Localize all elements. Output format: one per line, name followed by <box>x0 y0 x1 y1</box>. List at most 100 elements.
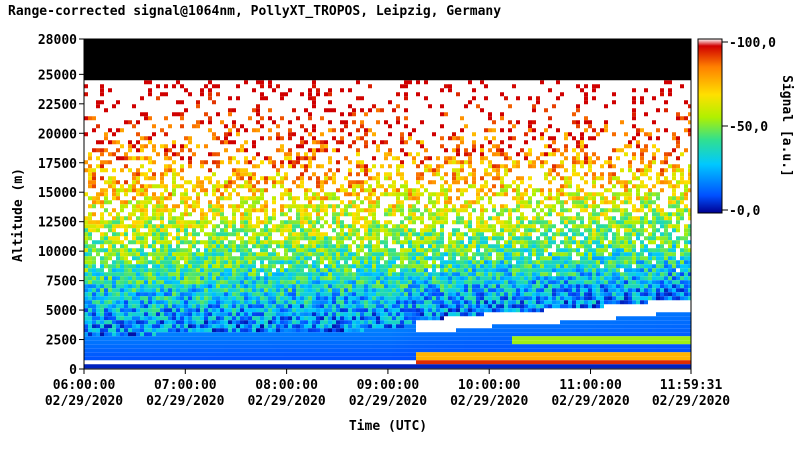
heatmap-cell <box>96 304 100 309</box>
heatmap-cell <box>256 364 260 369</box>
heatmap-cell <box>252 240 256 245</box>
heatmap-cell <box>108 184 112 189</box>
heatmap-cell <box>316 356 320 361</box>
heatmap-cell <box>184 308 188 313</box>
heatmap-cell <box>304 156 308 161</box>
heatmap-cell <box>468 256 472 261</box>
heatmap-cell <box>292 224 296 229</box>
heatmap-cell <box>500 340 504 345</box>
heatmap-cell <box>424 308 428 313</box>
heatmap-cell <box>272 224 276 229</box>
heatmap-cell <box>436 208 440 213</box>
heatmap-cell <box>328 276 332 281</box>
heatmap-cell <box>484 220 488 225</box>
heatmap-cell <box>328 352 332 357</box>
heatmap-cell <box>292 252 296 257</box>
heatmap-cell <box>464 200 468 205</box>
heatmap-cell <box>484 84 488 89</box>
heatmap-cell <box>344 248 348 253</box>
heatmap-cell <box>272 120 276 125</box>
heatmap-cell <box>268 320 272 325</box>
heatmap-cell <box>468 164 472 169</box>
heatmap-cell <box>472 308 476 313</box>
heatmap-cell <box>348 112 352 117</box>
heatmap-cell <box>144 312 148 317</box>
heatmap-cell <box>388 212 392 217</box>
heatmap-cell <box>236 208 240 213</box>
heatmap-cell <box>84 264 88 269</box>
heatmap-cell <box>232 364 236 369</box>
heatmap-cell <box>108 224 112 229</box>
heatmap-cell <box>508 144 512 149</box>
heatmap-cell <box>256 276 260 281</box>
heatmap-cell <box>184 364 188 369</box>
heatmap-cell <box>120 308 124 313</box>
heatmap-cell <box>136 320 140 325</box>
heatmap-cell <box>288 344 292 349</box>
heatmap-cell <box>160 184 164 189</box>
heatmap-cell <box>340 228 344 233</box>
heatmap-cell <box>324 220 328 225</box>
heatmap-cell <box>424 268 428 273</box>
heatmap-cell <box>488 296 492 301</box>
heatmap-cell <box>244 320 248 325</box>
heatmap-cell <box>104 168 108 173</box>
heatmap-cell <box>280 92 284 97</box>
heatmap-cell <box>500 292 504 297</box>
heatmap-cell <box>180 332 184 337</box>
heatmap-cell <box>268 356 272 361</box>
heatmap-cell <box>436 232 440 237</box>
heatmap-cell <box>96 324 100 329</box>
heatmap-cell <box>384 340 388 345</box>
heatmap-cell <box>500 288 504 293</box>
heatmap-cell <box>228 176 232 181</box>
heatmap-cell <box>136 336 140 341</box>
heatmap-cell <box>100 216 104 221</box>
heatmap-cell <box>376 248 380 253</box>
heatmap-cell <box>264 340 268 345</box>
heatmap-cell <box>400 344 404 349</box>
heatmap-cell <box>208 328 212 333</box>
heatmap-cell <box>464 224 468 229</box>
heatmap-cell <box>344 120 348 125</box>
heatmap-cell <box>412 332 416 337</box>
heatmap-cell <box>396 164 400 169</box>
heatmap-cell <box>188 232 192 237</box>
heatmap-cell <box>448 288 452 293</box>
heatmap-cell <box>296 116 300 121</box>
heatmap-cell <box>100 232 104 237</box>
heatmap-cell <box>292 308 296 313</box>
heatmap-cell <box>136 344 140 349</box>
heatmap-cell <box>364 272 368 277</box>
heatmap-cell <box>196 324 200 329</box>
heatmap-cell <box>496 192 500 197</box>
heatmap-cell <box>236 288 240 293</box>
heatmap-cell <box>336 280 340 285</box>
heatmap-cell <box>232 272 236 277</box>
heatmap-cell <box>172 248 176 253</box>
heatmap-cell <box>496 348 500 353</box>
heatmap-cell <box>496 176 500 181</box>
heatmap-cell <box>136 260 140 265</box>
heatmap-cell <box>392 316 396 321</box>
heatmap-cell <box>444 356 448 361</box>
heatmap-cell <box>288 232 292 237</box>
heatmap-cell <box>472 288 476 293</box>
heatmap-cell <box>216 328 220 333</box>
heatmap-cell <box>384 364 388 369</box>
heatmap-cell <box>308 344 312 349</box>
heatmap-cell <box>436 304 440 309</box>
heatmap-cell <box>376 220 380 225</box>
heatmap-cell <box>92 204 96 209</box>
heatmap-cell <box>372 104 376 109</box>
heatmap-cell <box>188 164 192 169</box>
heatmap-cell <box>176 288 180 293</box>
heatmap-cell <box>348 228 352 233</box>
heatmap-cell <box>500 164 504 169</box>
heatmap-cell <box>488 308 492 313</box>
heatmap-cell <box>460 288 464 293</box>
heatmap-cell <box>260 296 264 301</box>
heatmap-cell <box>284 336 288 341</box>
heatmap-cell <box>288 336 292 341</box>
heatmap-cell <box>380 292 384 297</box>
